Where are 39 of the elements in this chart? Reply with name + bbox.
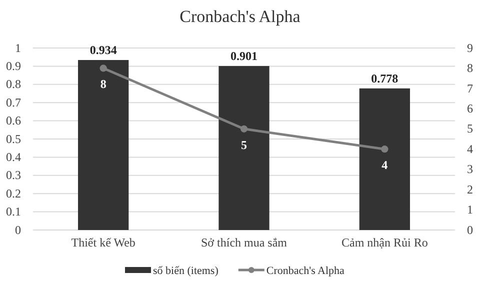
y-tick-label: 0.8 <box>6 77 21 92</box>
point <box>240 125 248 132</box>
data-label: 0.934 <box>90 43 117 58</box>
point <box>381 146 388 153</box>
y2-tick-label: 9 <box>467 40 473 55</box>
y2-tick-label: 7 <box>467 81 473 96</box>
y2-tick-label: 2 <box>467 182 473 196</box>
y-tick-label: 0.5 <box>6 132 21 146</box>
x-tick-label: Sở thích mua sắm <box>200 236 288 250</box>
bar <box>359 88 410 230</box>
y-tick-label: 0.2 <box>6 186 21 200</box>
bar <box>218 66 270 230</box>
legend-label: số biến (items) <box>153 265 219 277</box>
y2-tick-label: 0 <box>467 222 473 237</box>
point <box>100 64 107 72</box>
y-tick-label: 0 <box>15 222 21 237</box>
x-tick-label: Thiết kế Web <box>71 236 136 250</box>
bar <box>78 60 129 230</box>
y-tick-label: 0.4 <box>6 150 21 164</box>
y2-tick-label: 3 <box>467 162 473 176</box>
y2-tick-label: 4 <box>467 142 473 156</box>
data-label: 8 <box>100 77 106 92</box>
y-tick-label: 0.9 <box>6 59 21 74</box>
y-tick-label: 0.1 <box>6 204 21 219</box>
data-label: 5 <box>241 138 247 152</box>
x-tick-label: Cảm nhận Rủi Ro <box>341 236 428 250</box>
y2-tick-label: 8 <box>467 61 473 76</box>
y-tick-label: 1 <box>15 40 21 55</box>
y2-tick-label: 1 <box>467 202 473 217</box>
y2-tick-label: 5 <box>467 122 473 136</box>
y-tick-label: 0.3 <box>6 168 21 182</box>
data-label: 4 <box>382 158 388 172</box>
y-tick-label: 0.7 <box>6 95 21 110</box>
chart-title: Cronbach's Alpha <box>180 7 301 26</box>
legend-label: Cronbach's Alpha <box>266 265 345 277</box>
y-tick-label: 0.6 <box>6 114 21 128</box>
data-label: 0.778 <box>371 71 398 86</box>
y2-tick-label: 6 <box>467 102 473 116</box>
data-label: 0.901 <box>230 49 258 64</box>
